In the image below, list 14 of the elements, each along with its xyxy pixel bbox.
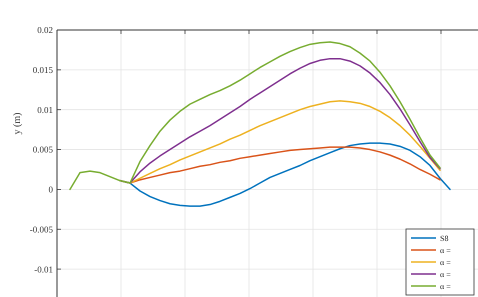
legend-label: α = xyxy=(440,258,452,267)
y-tick-label: 0.02 xyxy=(37,25,53,36)
y-tick-label: 0.01 xyxy=(37,104,53,115)
y-tick-label: 0.005 xyxy=(32,144,54,155)
y-tick-label: -0.01 xyxy=(34,264,53,274)
y-tick-label: 0 xyxy=(48,184,54,195)
legend-label: α = xyxy=(440,246,452,255)
y-tick-label: -0.005 xyxy=(30,224,54,234)
legend-label: α = xyxy=(440,282,452,291)
y-tick-label: 0.015 xyxy=(32,65,54,75)
line-series xyxy=(69,41,441,190)
legend-label: α = xyxy=(440,270,452,279)
y-axis-title: y (m) xyxy=(12,112,23,134)
legend-label: S8 xyxy=(440,234,448,243)
